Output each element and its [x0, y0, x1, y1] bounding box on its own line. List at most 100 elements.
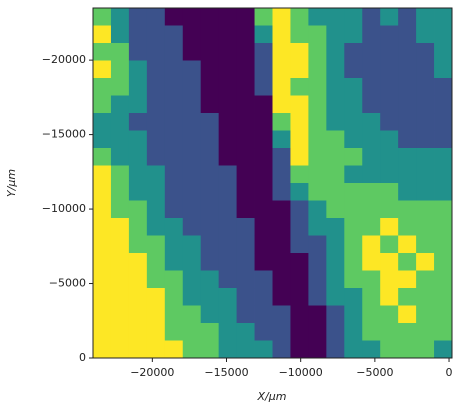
- heat-cell: [398, 323, 417, 341]
- heat-cell: [272, 25, 291, 44]
- y-tick-label: 0: [79, 351, 86, 364]
- heat-cell: [362, 113, 381, 131]
- heat-cell: [416, 340, 435, 359]
- heat-cell: [93, 183, 112, 201]
- heat-cell: [146, 43, 166, 61]
- heat-cell: [290, 288, 309, 306]
- heat-cell: [182, 148, 202, 166]
- heat-cell: [128, 200, 148, 219]
- heat-cell: [434, 218, 453, 236]
- heat-cell: [236, 323, 255, 341]
- heat-cell: [344, 340, 363, 359]
- heat-cell: [308, 235, 327, 254]
- y-tick-label: −15000: [42, 128, 86, 141]
- heat-cell: [110, 60, 130, 79]
- heat-cell: [272, 95, 291, 114]
- heat-cell: [434, 130, 453, 149]
- heat-cell: [236, 183, 255, 201]
- heat-cell: [308, 323, 327, 341]
- heat-cell: [434, 8, 453, 26]
- heat-cell: [164, 43, 184, 61]
- heat-cell: [182, 60, 202, 79]
- heat-cell: [182, 130, 202, 149]
- heat-cell: [380, 200, 399, 219]
- heat-cell: [164, 60, 184, 79]
- heat-cell: [164, 113, 184, 131]
- heat-cell: [308, 270, 327, 289]
- heat-cell: [290, 25, 309, 44]
- heat-cell: [164, 218, 184, 236]
- heat-cell: [290, 270, 309, 289]
- heat-cell: [182, 305, 202, 324]
- heat-cell: [416, 305, 435, 324]
- heat-cell: [254, 148, 273, 166]
- heat-cell: [416, 288, 435, 306]
- heat-cell: [362, 148, 381, 166]
- heat-cell: [416, 78, 435, 96]
- heat-cell: [326, 78, 345, 96]
- heat-cell: [416, 95, 435, 114]
- heat-cell: [362, 25, 381, 44]
- heat-cell: [254, 78, 273, 96]
- heat-cell: [380, 183, 399, 201]
- heat-cell: [398, 340, 417, 359]
- heat-cell: [200, 60, 220, 79]
- heat-cell: [272, 305, 291, 324]
- heat-cell: [434, 253, 453, 271]
- heat-cell: [308, 8, 327, 26]
- heat-cell: [93, 165, 112, 184]
- heat-cell: [93, 305, 112, 324]
- heat-cell: [344, 148, 363, 166]
- heat-cell: [93, 95, 112, 114]
- heat-cell: [110, 218, 130, 236]
- heat-cell: [326, 340, 345, 359]
- heat-cell: [434, 305, 453, 324]
- heat-cell: [146, 253, 166, 271]
- heat-cell: [326, 130, 345, 149]
- heat-cell: [362, 253, 381, 271]
- heat-cell: [128, 183, 148, 201]
- heat-cell: [344, 200, 363, 219]
- heat-cell: [398, 78, 417, 96]
- heat-cell: [93, 130, 112, 149]
- heat-cell: [308, 25, 327, 44]
- heat-cell: [326, 253, 345, 271]
- heat-cell: [128, 270, 148, 289]
- heat-cell: [272, 253, 291, 271]
- heat-cell: [434, 43, 453, 61]
- heat-cell: [344, 60, 363, 79]
- heat-cell: [128, 113, 148, 131]
- heat-cell: [362, 60, 381, 79]
- heat-cell: [236, 130, 255, 149]
- heat-cell: [200, 25, 220, 44]
- heat-cell: [218, 183, 237, 201]
- heat-cell: [218, 200, 237, 219]
- heat-cell: [398, 235, 417, 254]
- heat-cell: [344, 78, 363, 96]
- heat-cell: [110, 288, 130, 306]
- heat-cell: [254, 25, 273, 44]
- heat-cell: [398, 253, 417, 271]
- heat-cell: [164, 130, 184, 149]
- heat-cell: [218, 8, 237, 26]
- heat-cell: [254, 218, 273, 236]
- heat-cell: [146, 8, 166, 26]
- heat-cell: [182, 218, 202, 236]
- heat-cell: [93, 200, 112, 219]
- heat-cell: [254, 130, 273, 149]
- heat-cell: [146, 235, 166, 254]
- heat-cell: [128, 130, 148, 149]
- x-tick-label: 0: [446, 366, 453, 379]
- heat-cell: [362, 165, 381, 184]
- heat-cell: [398, 183, 417, 201]
- heat-cell: [398, 165, 417, 184]
- heat-cell: [254, 183, 273, 201]
- heat-cell: [380, 113, 399, 131]
- heat-cell: [272, 218, 291, 236]
- heat-cell: [416, 270, 435, 289]
- heat-cell: [128, 218, 148, 236]
- heat-cell: [200, 200, 220, 219]
- heat-cell: [128, 43, 148, 61]
- heat-cell: [308, 78, 327, 96]
